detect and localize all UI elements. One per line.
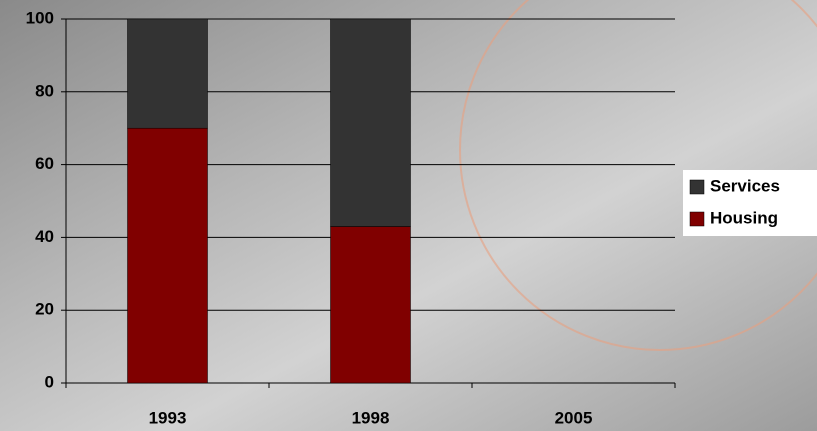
y-tick-label: 20 — [35, 300, 54, 319]
bar-segment — [127, 127, 208, 384]
legend: Housing Services — [689, 176, 780, 227]
plot-area: 0 20 40 60 80 100 1993 1998 2005 — [26, 8, 676, 427]
legend-label: Housing — [710, 208, 778, 227]
y-tick-label: 100 — [26, 8, 54, 27]
y-tick-label: 0 — [45, 372, 54, 391]
legend-swatch — [689, 211, 705, 227]
bar-segment — [330, 18, 411, 227]
legend-swatch — [689, 179, 705, 195]
legend-label: Services — [710, 176, 780, 195]
x-tick-label: 2005 — [555, 408, 593, 427]
x-tick-label: 1998 — [352, 408, 390, 427]
y-tick-label: 40 — [35, 227, 54, 246]
decor-arc — [459, 0, 817, 351]
y-tick-label: 60 — [35, 154, 54, 173]
x-tick-label: 1993 — [149, 408, 187, 427]
bar-segment — [330, 226, 411, 384]
y-tick-label: 80 — [35, 81, 54, 100]
legend-box — [683, 170, 817, 236]
bar-segment — [127, 18, 208, 129]
